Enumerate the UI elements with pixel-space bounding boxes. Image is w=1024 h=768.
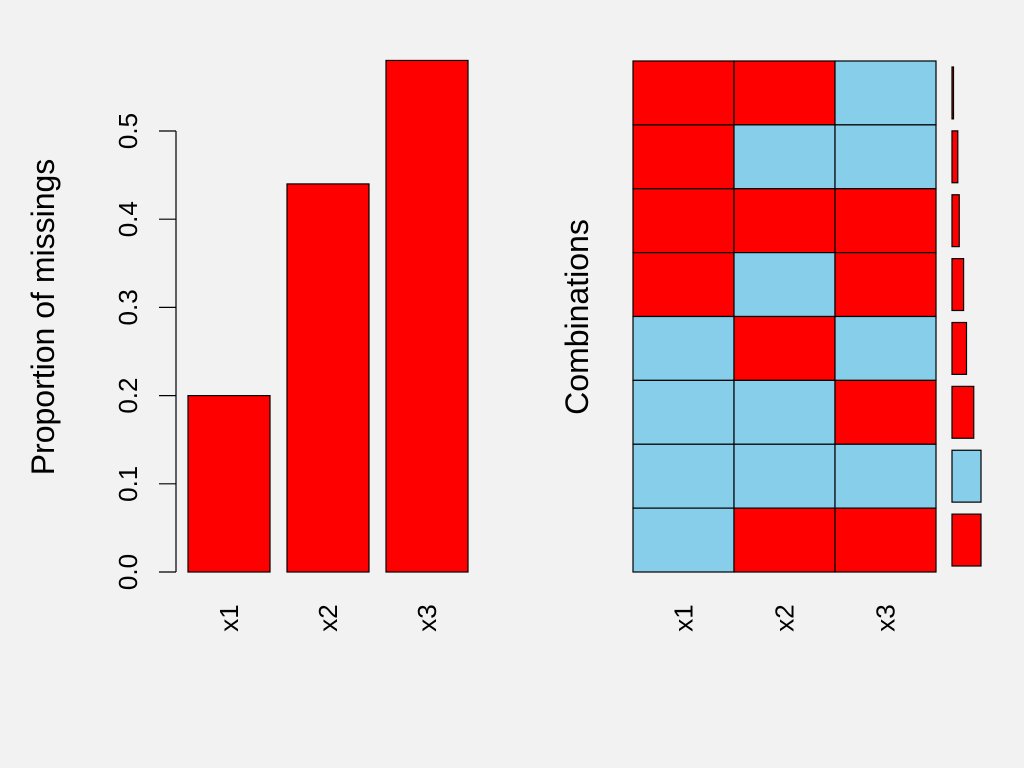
- bar-x3: [385, 59, 469, 573]
- missing-combinations-heatmap: x1 x2 x3 Combinations: [559, 60, 982, 632]
- combination-cell-r5-x1: [632, 315, 735, 381]
- y-tick-label: 0.5: [113, 113, 143, 149]
- y-tick-label: 0.0: [113, 554, 143, 590]
- combination-frequency-bars: [951, 66, 982, 567]
- combination-cell-r8-x2: [733, 507, 836, 573]
- frequency-bar-r4: [951, 258, 965, 312]
- combination-cell-r2-x3: [834, 124, 937, 190]
- y-tick-label: 0.1: [113, 466, 143, 502]
- heatmap-x-label-x1: x1: [669, 604, 699, 631]
- combination-cell-r6-x2: [733, 379, 836, 445]
- frequency-bar-r2: [951, 130, 959, 184]
- combination-cell-r3-x1: [632, 188, 735, 254]
- combination-cells: [632, 60, 937, 573]
- bar-x1: [187, 395, 271, 573]
- combination-cell-r1-x1: [632, 60, 735, 126]
- bars: [187, 59, 469, 573]
- combination-cell-r4-x3: [834, 252, 937, 318]
- heatmap-x-label-x3: x3: [871, 604, 901, 631]
- x-tick-label-x1: x1: [214, 604, 244, 631]
- combination-cell-r1-x3: [834, 60, 937, 126]
- combination-cell-r2-x2: [733, 124, 836, 190]
- frequency-bar-r6: [951, 385, 975, 439]
- combination-cell-r7-x3: [834, 443, 937, 509]
- y-axis-title-left: Proportion of missings: [25, 159, 61, 476]
- y-tick-label: 0.3: [113, 289, 143, 325]
- combination-cell-r6-x3: [834, 379, 937, 445]
- combination-cell-r5-x2: [733, 315, 836, 381]
- combination-cell-r6-x1: [632, 379, 735, 445]
- combination-cell-r1-x2: [733, 60, 836, 126]
- combination-cell-r2-x1: [632, 124, 735, 190]
- heatmap-x-label-x2: x2: [770, 604, 800, 631]
- y-tick-label: 0.2: [113, 378, 143, 414]
- combination-cell-r8-x1: [632, 507, 735, 573]
- y-axis-title-right: Combinations: [559, 219, 595, 415]
- y-axis-ticks: 0.0 0.1 0.2 0.3 0.4 0.5: [113, 113, 176, 590]
- frequency-bar-r8: [951, 513, 982, 567]
- combination-cell-r4-x1: [632, 252, 735, 318]
- x-axis-labels-left: x1 x2 x3: [214, 604, 442, 631]
- x-axis-labels-right: x1 x2 x3: [669, 604, 901, 631]
- bar-x2: [286, 183, 370, 573]
- frequency-bar-r7: [951, 449, 982, 503]
- frequency-bar-r3: [951, 194, 960, 248]
- combination-cell-r7-x2: [733, 443, 836, 509]
- missing-proportion-bar-chart: 0.0 0.1 0.2 0.3 0.4 0.5 x1 x2 x3 Proportion of …: [25, 59, 469, 632]
- combination-cell-r5-x3: [834, 315, 937, 381]
- combination-cell-r4-x2: [733, 252, 836, 318]
- combination-cell-r8-x3: [834, 507, 937, 573]
- combination-cell-r7-x1: [632, 443, 735, 509]
- x-tick-label-x2: x2: [313, 604, 343, 631]
- combination-cell-r3-x3: [834, 188, 937, 254]
- x-tick-label-x3: x3: [412, 604, 442, 631]
- combination-cell-r3-x2: [733, 188, 836, 254]
- y-tick-label: 0.4: [113, 201, 143, 237]
- frequency-bar-r5: [951, 321, 968, 375]
- frequency-bar-r1: [951, 66, 955, 120]
